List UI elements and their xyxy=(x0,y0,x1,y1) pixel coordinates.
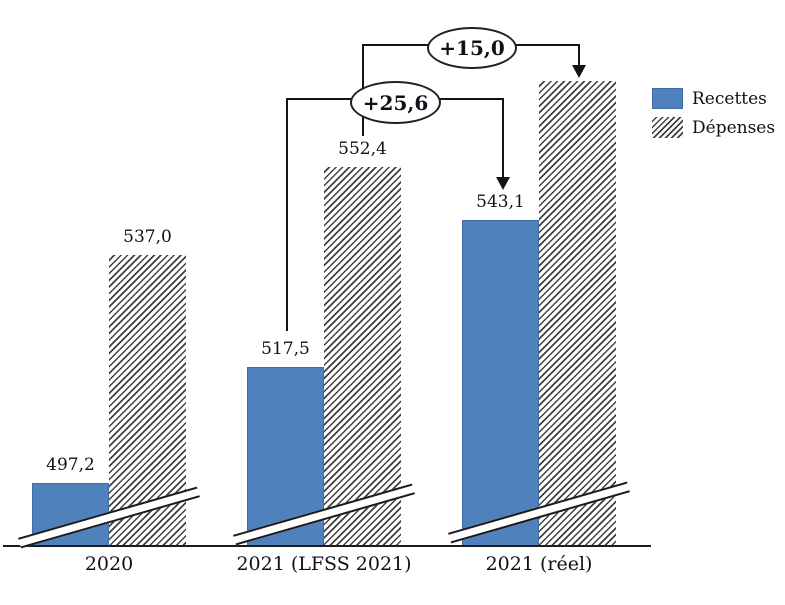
annotation-connector-line xyxy=(287,98,351,100)
annotation-text: +25,6 xyxy=(362,90,429,115)
annotation-ellipse-plus-25: +25,6 xyxy=(350,81,441,124)
bar-label-recettes-2: 543,1 xyxy=(476,192,525,212)
bar-recettes-2 xyxy=(462,220,539,546)
legend-label-recettes: Recettes xyxy=(692,88,767,109)
annotation-arrow-down-icon xyxy=(572,65,586,78)
bar-label-depenses-0: 537,0 xyxy=(123,227,172,247)
annotation-ellipse-plus-15: +15,0 xyxy=(427,27,517,69)
legend-row-depenses: Dépenses xyxy=(652,117,775,138)
annotation-connector-line xyxy=(286,98,288,331)
legend: Recettes Dépenses xyxy=(652,88,775,146)
annotation-arrow-down-icon xyxy=(496,177,510,190)
category-label-1: 2021 (LFSS 2021) xyxy=(236,553,412,575)
annotation-connector-line xyxy=(363,44,428,46)
annotation-connector-line xyxy=(578,44,580,66)
x-axis-line xyxy=(3,545,651,547)
annotation-connector-line xyxy=(512,44,580,46)
legend-label-depenses: Dépenses xyxy=(692,117,776,138)
category-label-2: 2021 (réel) xyxy=(485,553,593,575)
legend-swatch-recettes xyxy=(652,88,683,109)
annotation-connector-line xyxy=(436,98,504,100)
bar-label-recettes-1: 517,5 xyxy=(261,339,310,359)
bar-depenses-1 xyxy=(324,167,401,546)
bar-depenses-2 xyxy=(539,81,616,546)
bar-label-depenses-1: 552,4 xyxy=(338,139,387,159)
category-label-0: 2020 xyxy=(84,553,134,575)
legend-row-recettes: Recettes xyxy=(652,88,775,109)
legend-swatch-depenses xyxy=(652,117,683,138)
annotation-connector-line xyxy=(502,98,504,178)
bar-label-recettes-0: 497,2 xyxy=(46,455,95,475)
annotation-text: +15,0 xyxy=(439,36,505,60)
